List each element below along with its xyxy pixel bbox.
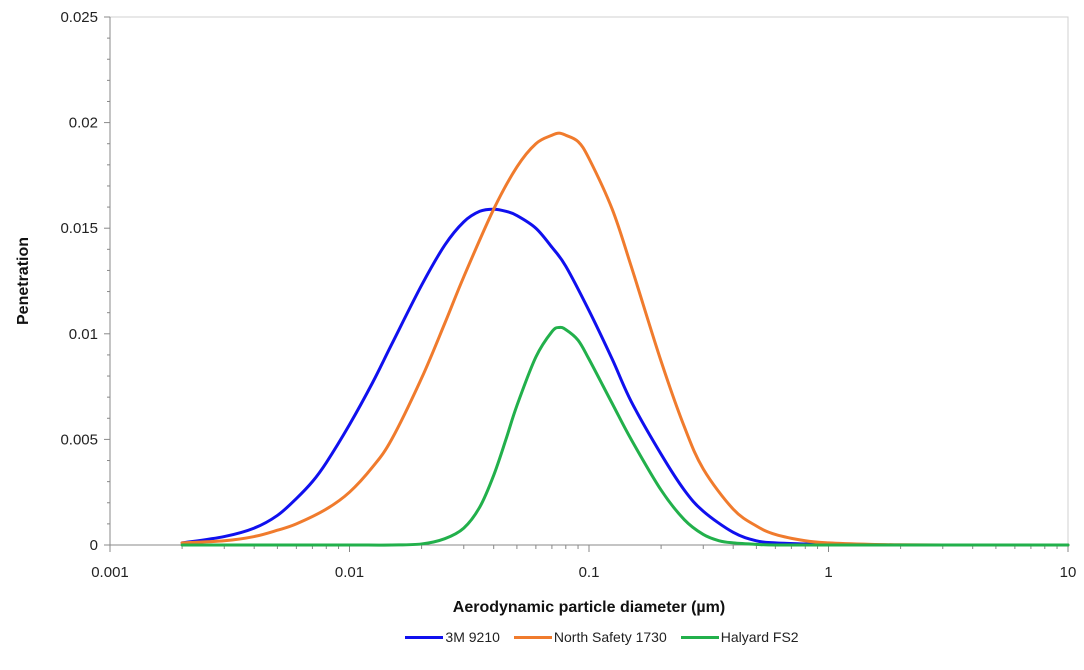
legend-item-0: 3M 9210: [405, 629, 500, 645]
y-tick-label: 0.005: [60, 431, 98, 448]
x-tick-label: 0.001: [91, 564, 129, 581]
y-tick-label: 0.025: [60, 9, 98, 26]
legend-label: Halyard FS2: [720, 629, 799, 645]
x-tick-label: 10: [1060, 564, 1077, 581]
x-axis-title: Aerodynamic particle diameter (µm): [453, 599, 725, 616]
y-tick-label: 0: [90, 537, 98, 554]
plot-area: [109, 16, 1069, 546]
y-tick-label: 0.01: [69, 326, 98, 343]
series-layer: [180, 131, 1070, 547]
y-tick-label: 0.02: [69, 115, 98, 132]
legend-swatch: [405, 635, 444, 639]
axes: 0 0.005 0.01 0.015 0.02 0.025 0.001 0.01 0.1 1 10: [60, 9, 1076, 581]
legend-label: 3M 9210: [445, 629, 500, 645]
series-line-1: [180, 131, 1070, 547]
series-line-2: [180, 325, 1070, 547]
legend-swatch: [680, 635, 719, 639]
legend-item-1: North Safety 1730: [513, 629, 667, 645]
legend-swatch: [513, 635, 552, 639]
legend: 3M 9210 North Safety 1730 Halyard FS2: [0, 622, 1084, 652]
legend-label: North Safety 1730: [553, 629, 667, 645]
legend-item-2: Halyard FS2: [680, 629, 799, 645]
y-axis-title: Penetration: [15, 237, 32, 325]
x-tick-label: 0.01: [335, 564, 364, 581]
x-tick-label: 0.1: [579, 564, 600, 581]
x-tick-label: 1: [824, 564, 832, 581]
y-tick-label: 0.015: [60, 220, 98, 237]
